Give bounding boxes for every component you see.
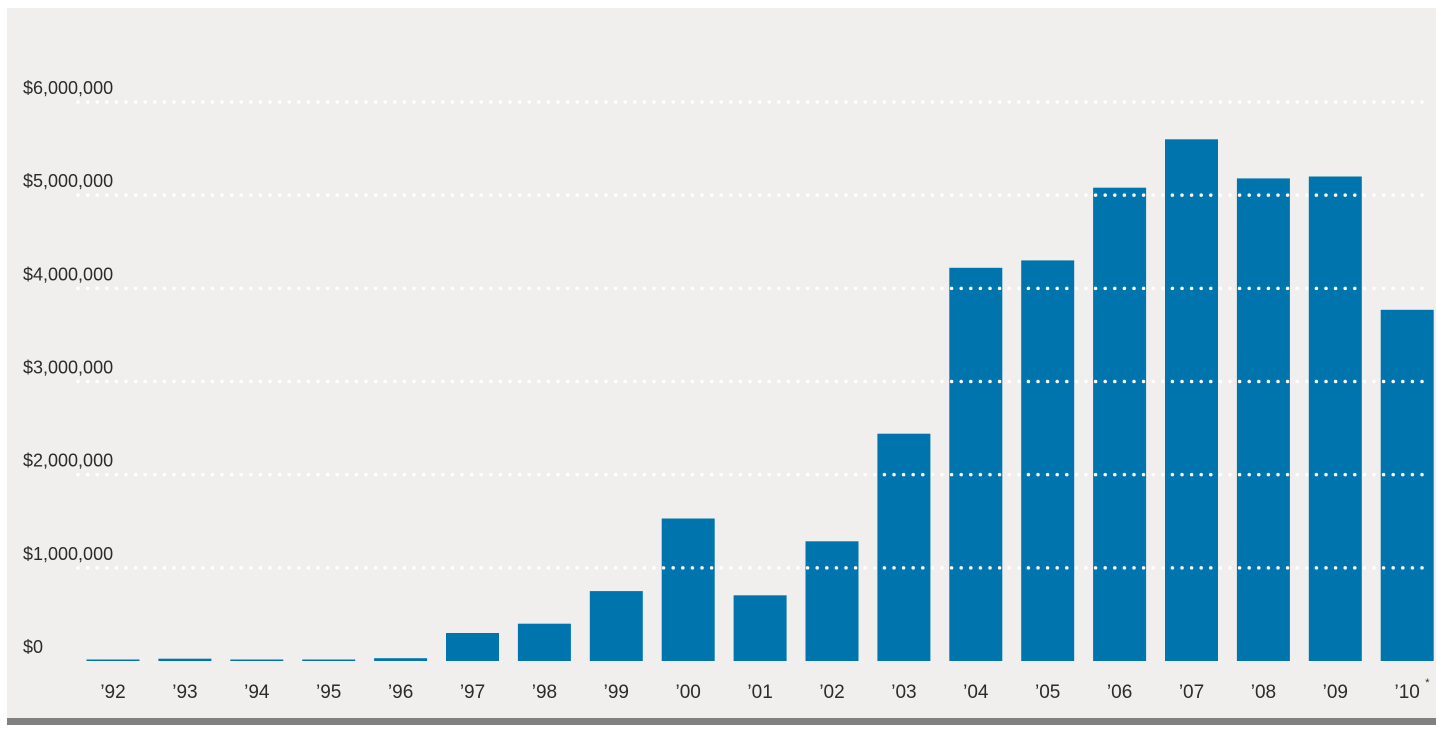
x-tick-label-12: ’04 [963,682,989,703]
x-tick-label-16: ’08 [1251,682,1276,703]
bar-18 [1380,309,1434,661]
bar-2 [230,659,284,661]
bar-4 [374,658,428,661]
y-tick-label-2: $2,000,000 [23,451,113,471]
bar-14 [1093,187,1147,661]
y-tick-label-1: $1,000,000 [23,544,113,564]
x-tick-label-17: ’09 [1323,682,1348,703]
x-tick-label-5: ’97 [460,682,485,703]
bar-17 [1308,176,1362,661]
bar-7 [589,591,643,661]
x-tick-label-7: ’99 [604,682,629,703]
footnote-marker: * [1425,677,1430,689]
bottom-rule [7,718,1436,725]
bar-0 [86,659,140,661]
y-tick-label-4: $4,000,000 [23,264,113,284]
bar-12 [949,267,1003,661]
x-tick-label-9: ’01 [747,682,772,703]
y-tick-label-0: $0 [23,637,43,657]
x-tick-label-1: ’93 [172,682,197,703]
bar-11 [877,433,931,661]
bar-10 [805,541,859,661]
bar-5 [446,633,499,661]
bar-13 [1021,260,1075,661]
bar-8 [661,518,715,661]
x-axis-tick-labels: ’92 ’93 ’94 ’95 ’96 ’97 ’98 ’99 ’00 ’01 ’02 ’03 ’04 ’… [100,677,1430,703]
bar-3 [302,659,356,661]
bar-1 [158,658,212,661]
x-tick-label-0: ’92 [100,682,125,703]
bar-6 [517,623,571,661]
x-tick-label-3: ’95 [316,682,341,703]
x-tick-label-6: ’98 [532,682,557,703]
y-tick-label-3: $3,000,000 [23,358,113,378]
x-tick-label-15: ’07 [1179,682,1204,703]
bar-15 [1165,139,1218,662]
x-tick-label-2: ’94 [244,682,270,703]
bars [86,139,1434,662]
y-axis-tick-labels: $0 $1,000,000 $2,000,000 $3,000,000 $4,000,0… [23,78,113,657]
x-tick-label-11: ’03 [891,682,916,703]
x-tick-label-18: ’10 [1395,682,1420,703]
x-tick-label-14: ’06 [1107,682,1132,703]
x-tick-label-8: ’00 [676,682,701,703]
bar-9 [733,595,787,661]
y-tick-label-6: $6,000,000 [23,78,113,98]
x-tick-label-4: ’96 [388,682,413,703]
y-tick-label-5: $5,000,000 [23,171,113,191]
bar-16 [1236,178,1290,661]
x-tick-label-13: ’05 [1035,682,1060,703]
plot-background [7,8,1436,720]
x-tick-label-10: ’02 [819,682,844,703]
